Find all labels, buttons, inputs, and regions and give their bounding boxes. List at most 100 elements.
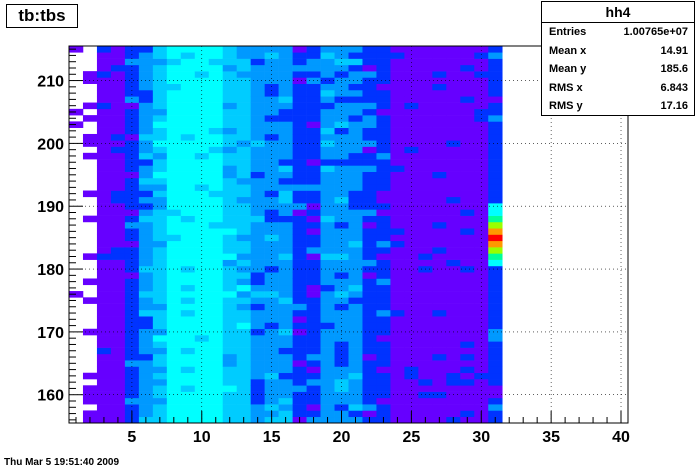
heatmap-cell xyxy=(292,309,307,317)
heatmap-cell xyxy=(446,159,461,166)
heatmap-cell xyxy=(194,228,210,235)
heatmap-cell xyxy=(404,328,419,336)
heatmap-cell xyxy=(278,46,293,53)
heatmap-cell xyxy=(180,347,196,355)
heatmap-cell xyxy=(278,177,293,185)
heatmap-cell xyxy=(124,46,140,53)
heatmap-cell xyxy=(250,385,265,392)
heatmap-cell xyxy=(250,309,265,317)
heatmap-cell xyxy=(306,353,321,361)
heatmap-cell xyxy=(348,102,363,110)
heatmap-cell xyxy=(152,404,168,411)
heatmap-cell xyxy=(334,58,349,66)
heatmap-cell xyxy=(180,391,196,399)
heatmap-cell xyxy=(418,184,433,191)
heatmap-cell xyxy=(236,46,251,53)
heatmap-cell xyxy=(138,341,154,348)
heatmap-cell xyxy=(376,171,391,179)
heatmap-cell xyxy=(488,152,503,160)
heatmap-cell xyxy=(166,46,182,53)
heatmap-cell xyxy=(432,159,447,166)
heatmap-cell xyxy=(264,209,279,216)
heatmap-cell xyxy=(446,171,461,179)
heatmap-cell xyxy=(488,46,503,53)
heatmap-cell xyxy=(180,127,196,135)
heatmap-cell xyxy=(446,335,461,342)
heatmap-cell xyxy=(110,265,126,273)
heatmap-cell xyxy=(390,291,405,298)
heatmap-cell xyxy=(460,46,475,53)
heatmap-cell xyxy=(474,297,489,304)
heatmap-cell xyxy=(152,272,168,279)
heatmap-cell xyxy=(362,247,377,254)
heatmap-cell xyxy=(152,391,168,399)
heatmap-cell xyxy=(362,190,377,198)
heatmap-cell xyxy=(334,190,349,198)
heatmap-cell xyxy=(152,171,168,179)
heatmap-cell xyxy=(124,341,140,348)
heatmap-cell xyxy=(250,253,265,260)
heatmap-cell xyxy=(222,284,237,292)
heatmap-cell xyxy=(138,328,154,336)
heatmap-cell xyxy=(474,89,489,97)
heatmap-cell xyxy=(320,385,335,392)
heatmap-cell xyxy=(208,372,224,380)
heatmap-cell xyxy=(376,121,391,128)
heatmap-cell xyxy=(138,159,154,166)
heatmap-cell xyxy=(390,404,405,411)
heatmap-cell xyxy=(390,372,405,380)
heatmap-cell xyxy=(348,140,363,147)
heatmap-cell xyxy=(418,284,433,292)
heatmap-cell xyxy=(96,303,112,311)
heatmap-cell xyxy=(306,228,321,235)
heatmap-cell xyxy=(418,71,433,78)
heatmap-cell xyxy=(488,385,503,392)
heatmap-cell xyxy=(138,272,154,279)
heatmap-cell xyxy=(96,335,112,342)
heatmap-cell xyxy=(166,196,182,204)
heatmap-cell xyxy=(194,234,210,242)
heatmap-cell xyxy=(334,372,349,380)
heatmap-cell xyxy=(138,215,154,223)
heatmap-cell xyxy=(334,322,349,330)
heatmap-cell xyxy=(390,335,405,342)
heatmap-cell xyxy=(306,177,321,185)
heatmap-cell xyxy=(488,209,503,216)
heatmap-cell xyxy=(110,177,126,185)
heatmap-cell xyxy=(208,46,224,53)
heatmap-cell xyxy=(432,133,447,141)
heatmap-cell xyxy=(362,121,377,128)
heatmap-cell xyxy=(194,341,210,348)
heatmap-cell xyxy=(292,159,307,166)
heatmap-cell xyxy=(432,397,447,405)
stats-label: RMS x xyxy=(549,81,583,94)
heatmap-cell xyxy=(222,64,237,72)
heatmap-cell xyxy=(96,228,112,235)
heatmap-cell xyxy=(432,102,447,110)
heatmap-cell xyxy=(138,322,154,330)
stats-value: 17.16 xyxy=(660,100,688,113)
heatmap-cell xyxy=(348,46,363,53)
heatmap-cell xyxy=(110,335,126,342)
heatmap-cell xyxy=(96,83,112,91)
heatmap-cell xyxy=(278,121,293,128)
heatmap-cells xyxy=(69,46,503,424)
heatmap-cell xyxy=(306,171,321,179)
heatmap-cell xyxy=(348,108,363,116)
heatmap-cell xyxy=(320,89,335,97)
heatmap-cell xyxy=(488,322,503,330)
heatmap-cell xyxy=(418,297,433,304)
heatmap-cell xyxy=(194,372,210,380)
heatmap-cell xyxy=(432,196,447,204)
heatmap-cell xyxy=(348,171,363,179)
heatmap-cell xyxy=(250,89,265,97)
heatmap-cell xyxy=(208,253,224,260)
heatmap-cell xyxy=(334,46,349,53)
heatmap-cell xyxy=(152,133,168,141)
heatmap-cell xyxy=(432,228,447,235)
heatmap-cell xyxy=(166,165,182,172)
heatmap-cell xyxy=(110,341,126,348)
heatmap-cell xyxy=(320,127,335,135)
heatmap-cell xyxy=(432,297,447,304)
